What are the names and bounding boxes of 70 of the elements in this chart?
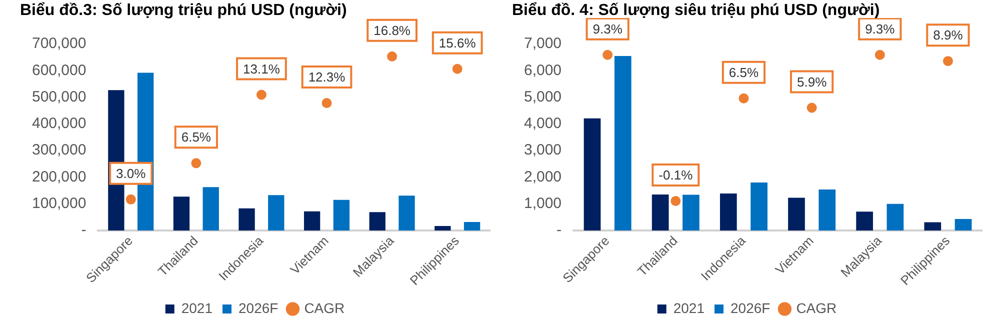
bar	[584, 118, 601, 231]
bar	[856, 212, 873, 231]
y-tick-label: 200,000	[32, 168, 86, 186]
data-label: 16.8%	[374, 23, 411, 38]
legend-label: CAGR	[304, 300, 345, 316]
bar	[304, 211, 320, 231]
y-tick-label: 600,000	[32, 62, 86, 79]
bar	[924, 222, 942, 231]
data-label: 12.3%	[308, 70, 346, 85]
bar	[652, 194, 669, 231]
point	[602, 50, 613, 60]
y-tick-label: 1,000	[524, 195, 562, 212]
point	[191, 158, 202, 168]
y-tick-label: 3,000	[524, 142, 562, 159]
point	[256, 90, 266, 100]
data-label: 3.0%	[116, 166, 146, 182]
data-label: 9.3%	[865, 21, 896, 36]
bar	[788, 198, 805, 231]
bar	[720, 193, 737, 231]
data-label: 6.5%	[181, 130, 212, 145]
data-label: 15.6%	[438, 35, 476, 50]
point	[738, 93, 749, 104]
data-label: 6.5%	[728, 64, 759, 80]
legend-label: 2026F	[238, 300, 278, 316]
chart-title: Biểu đồ. 4: Số lượng siêu triệu phú USD (người)	[512, 2, 880, 19]
y-tick-label: 500,000	[32, 88, 86, 106]
y-tick-label: -	[556, 222, 562, 239]
y-tick-label: 300,000	[32, 142, 86, 159]
legend-label: 2021	[673, 300, 705, 316]
data-label: 13.1%	[243, 61, 280, 76]
y-tick-label: -	[81, 222, 86, 239]
point	[806, 102, 817, 113]
y-tick-label: 700,000	[32, 35, 86, 52]
data-label: -0.1%	[658, 168, 694, 183]
bar	[398, 196, 415, 231]
bar	[434, 226, 451, 231]
bar	[818, 189, 836, 231]
bar	[238, 208, 255, 231]
bar	[682, 194, 700, 231]
data-label: 9.3%	[592, 21, 623, 36]
y-tick-label: 5,000	[524, 88, 562, 106]
y-tick-label: 400,000	[32, 115, 86, 132]
point	[874, 50, 885, 60]
y-tick-label: 6,000	[524, 62, 562, 79]
bar	[268, 195, 284, 231]
point	[452, 64, 462, 74]
bar	[202, 187, 219, 231]
bar	[614, 56, 632, 231]
bar	[333, 200, 350, 231]
data-label: 8.9%	[933, 28, 964, 43]
bar	[750, 182, 768, 231]
legend-label: 2026F	[730, 300, 770, 316]
y-tick-label: 2,000	[524, 168, 562, 186]
bar	[173, 196, 190, 231]
y-tick-label: 100,000	[32, 195, 86, 212]
chart-title: Biểu đồ.3: Số lượng triệu phú USD (người)	[20, 2, 348, 21]
point	[322, 98, 332, 108]
point	[387, 51, 398, 62]
y-tick-label: 4,000	[524, 115, 562, 132]
data-label: 5.9%	[796, 74, 828, 90]
bar	[886, 204, 904, 231]
bar	[464, 222, 480, 231]
bar	[954, 219, 972, 231]
legend-label: CAGR	[796, 300, 837, 316]
point	[670, 196, 681, 206]
legend-label: 2021	[181, 300, 213, 316]
y-tick-label: 7,000	[524, 35, 562, 52]
point	[126, 194, 136, 204]
bar	[369, 212, 386, 231]
point	[942, 56, 953, 66]
